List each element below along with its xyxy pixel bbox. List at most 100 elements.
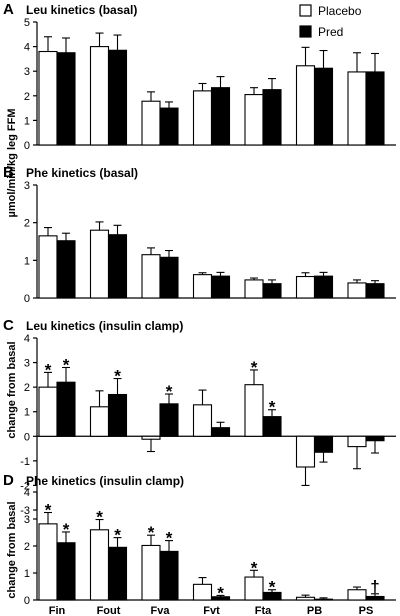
- panel-d-y-tick-label: 0: [24, 595, 30, 607]
- panel-d-y-tick-label: 3: [24, 514, 30, 526]
- panel-c-y-tick-label: -3: [20, 505, 30, 517]
- panel-b-bar-placebo-fvt: [192, 274, 213, 299]
- panel-a-bar-placebo-fvt: [192, 90, 213, 146]
- panel-d-y-tick-label: 4: [24, 487, 30, 499]
- panel-c-bar-pred-fva: [159, 403, 179, 437]
- panel-c-y-tick-label: -1: [20, 456, 30, 468]
- panel-a-bar-placebo-pb: [295, 65, 316, 146]
- panel-b-bar-pred-ps: [365, 283, 385, 299]
- panel-c-y-tick-label: 4: [24, 333, 30, 345]
- panel-d-plot: 0 1 2 3 4 * * Fin * * Fout * * Fva * Fvt * * Fta PB † PS: [24, 487, 396, 616]
- panel-a-y-tick-label: 5: [24, 17, 30, 29]
- panel-d-bar-pred-fout: [107, 546, 128, 601]
- panel-b-title: Phe kinetics (basal): [26, 166, 138, 180]
- panel-d-bar-pred-fin: [56, 542, 76, 601]
- panel-b-bar-pred-fin: [56, 240, 76, 299]
- panel-a-bar-placebo-fin: [38, 50, 58, 146]
- panel-b-y-tick-label: 3: [24, 180, 30, 192]
- panel-d-header: D Phe kinetics (insulin clamp): [3, 472, 184, 489]
- panel-b-y-tick-label: 2: [24, 218, 30, 230]
- panel-d-bar-placebo-fva: [141, 544, 161, 601]
- panel-b-header: B Phe kinetics (basal): [3, 164, 138, 181]
- panel-c-bar-pred-pb: [313, 435, 334, 453]
- legend-label-pred: Pred: [318, 25, 343, 39]
- panel-d-bar-placebo-pb: [295, 596, 316, 601]
- panel-c-bar-pred-fin: [56, 381, 76, 437]
- panel-d-y-tick-label: 1: [24, 568, 30, 580]
- panel-b-bar-placebo-fin: [38, 235, 58, 299]
- legend: Placebo Pred: [299, 4, 362, 39]
- panel-d-sig-mark-pred-fva: *: [166, 529, 173, 548]
- panel-a-y-tick-label: 1: [24, 115, 30, 127]
- legend-swatch-pred: [299, 25, 312, 38]
- panel-c-bar-placebo-fva: [141, 435, 161, 440]
- panel-c-bar-placebo-fvt: [192, 404, 213, 437]
- panel-c-header: C Leu kinetics (insulin clamp): [3, 317, 183, 334]
- panel-c-sig-mark-pred-fout: *: [114, 367, 121, 386]
- panel-a-y-tick-label: 0: [24, 140, 30, 152]
- panel-d-bar-pred-ps: [365, 595, 385, 601]
- panel-b-bar-pred-fta: [262, 283, 282, 299]
- panel-a-plot: 0 1 2 3 4 5: [24, 17, 396, 152]
- panel-a-bar-placebo-fva: [141, 100, 161, 146]
- panel-c-bar-placebo-fout: [89, 406, 110, 437]
- panel-b-plot: 0 1 2 3: [24, 180, 396, 305]
- panel-a-bar-pred-pb: [313, 67, 334, 146]
- panel-a-bar-placebo-ps: [347, 71, 367, 146]
- panel-b-bar-placebo-ps: [347, 282, 367, 299]
- panel-c-y-tick-label: -2: [20, 480, 30, 492]
- panel-a-letter: A: [3, 1, 14, 18]
- panel-d-ylabel: change from basal: [6, 501, 18, 598]
- panel-d-bar-placebo-fta: [244, 576, 264, 601]
- panel-c-y-tick-label: 2: [24, 382, 30, 394]
- legend-swatch-placebo: [299, 4, 312, 17]
- panel-d-sig-mark-placebo-fout: *: [96, 508, 103, 527]
- panel-a-y-tick-label: 2: [24, 91, 30, 103]
- panel-a-y-tick-label: 4: [24, 42, 30, 54]
- panel-d-category-label-fout: Fout: [97, 605, 121, 616]
- panel-d-category-label-ps: PS: [359, 605, 374, 616]
- panel-d-sig-mark-placebo-fva: *: [148, 523, 155, 542]
- panel-c-bar-placebo-pb: [295, 435, 316, 468]
- panel-b-bar-pred-fout: [107, 234, 128, 299]
- panel-c-sig-mark-placebo-fta: *: [251, 358, 258, 377]
- panel-d-bar-placebo-fin: [38, 523, 58, 601]
- panel-c-bar-pred-fout: [107, 393, 128, 437]
- panel-d-sig-mark-pred-ps: †: [370, 577, 379, 596]
- panel-d-category-label-fin: Fin: [49, 605, 66, 616]
- legend-label-placebo: Placebo: [318, 4, 362, 18]
- panel-d-category-label-fvt: Fvt: [203, 605, 220, 616]
- panel-b-bar-placebo-fout: [89, 229, 110, 299]
- panel-c-y-tick-label: 0: [24, 431, 30, 443]
- panel-d-sig-mark-pred-fout: *: [114, 526, 121, 545]
- panel-c-sig-mark-pred-fin: *: [63, 355, 70, 374]
- panel-d-bar-pred-pb: [313, 598, 334, 601]
- panel-d-sig-mark-pred-fta: *: [269, 578, 276, 597]
- panel-c-plot: -3 -2 -1 0 1 2 3 4 * * * * * *: [20, 333, 396, 517]
- panel-d-sig-mark-pred-fin: *: [63, 520, 70, 539]
- panel-b-bar-placebo-pb: [295, 275, 316, 299]
- panel-b-bar-pred-pb: [313, 275, 334, 299]
- panel-d-category-label-pb: PB: [307, 605, 322, 616]
- panel-d-title: Phe kinetics (insulin clamp): [26, 474, 184, 488]
- panel-a-bar-pred-fva: [159, 107, 179, 146]
- panel-d-category-label-fta: Fta: [255, 605, 272, 616]
- panel-d-bar-pred-fva: [159, 550, 179, 601]
- panel-a-bar-pred-fta: [262, 89, 282, 146]
- panel-b-bar-placebo-fta: [244, 279, 264, 299]
- panel-a-bar-pred-fout: [107, 49, 128, 146]
- panel-b-y-tick-label: 0: [24, 293, 30, 305]
- panel-b-bar-pred-fva: [159, 256, 179, 299]
- panel-d-category-label-fva: Fva: [151, 605, 171, 616]
- panel-c-sig-mark-placebo-fin: *: [45, 360, 52, 379]
- panel-c-title: Leu kinetics (insulin clamp): [26, 319, 183, 333]
- panel-b-bar-placebo-fva: [141, 254, 161, 299]
- panel-d-bar-placebo-fout: [89, 529, 110, 601]
- panel-a-header: A Leu kinetics (basal): [3, 1, 137, 18]
- panel-d-bar-placebo-fvt: [192, 583, 213, 601]
- panel-a-bar-placebo-fout: [89, 46, 110, 146]
- panel-c-y-tick-label: 3: [24, 358, 30, 370]
- panel-a-bar-placebo-fta: [244, 94, 264, 146]
- panel-a-bar-pred-ps: [365, 71, 385, 146]
